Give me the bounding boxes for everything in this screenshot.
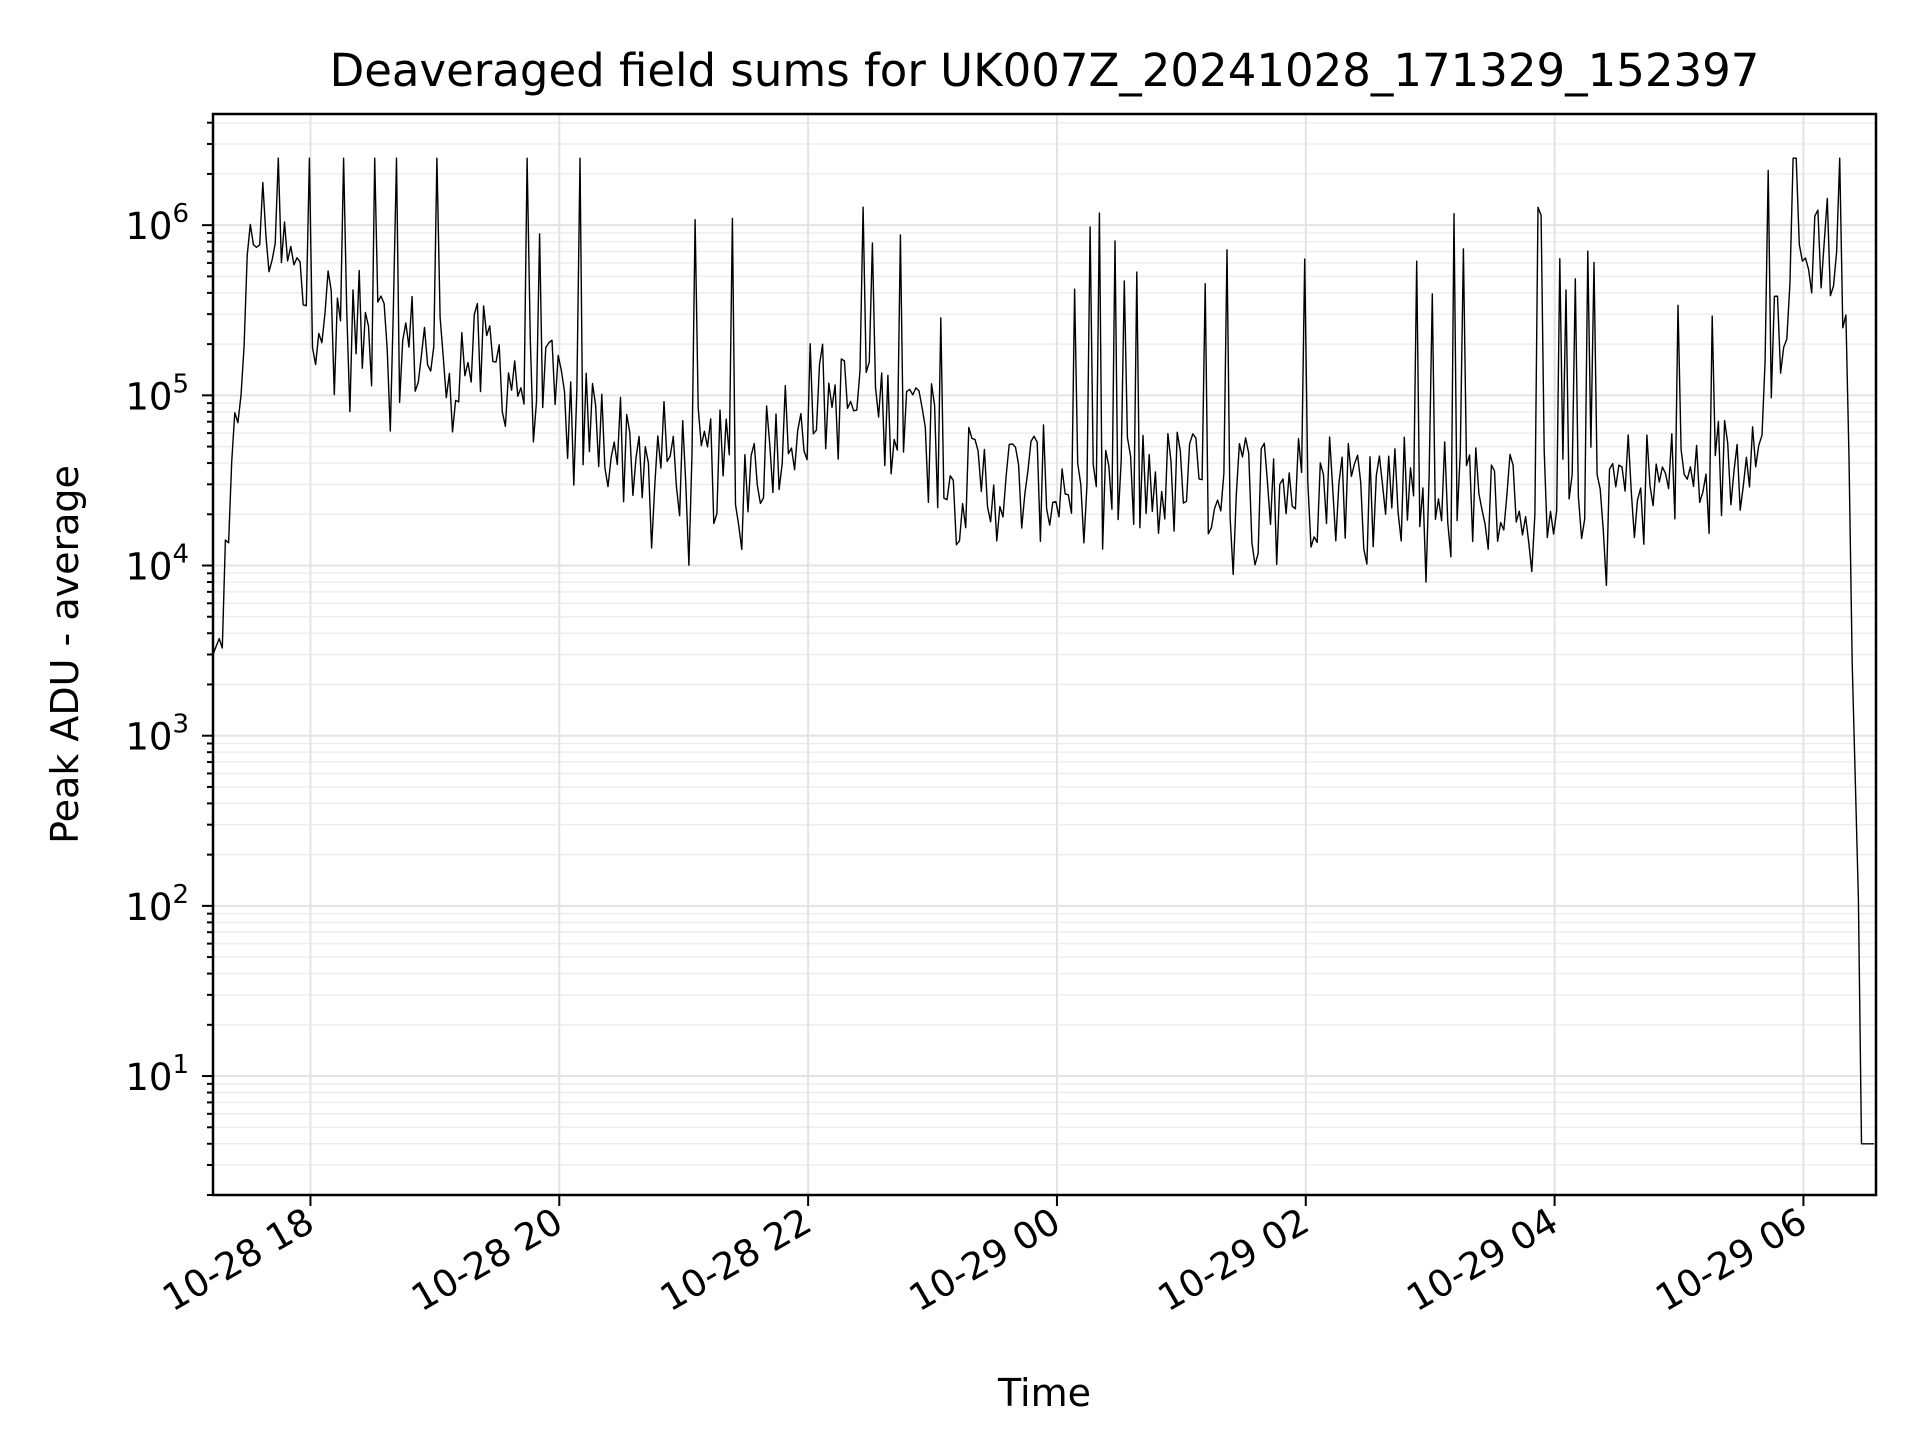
x-axis-label: Time — [997, 1371, 1091, 1415]
ticks — [202, 121, 1805, 1206]
y-tick-labels: 101 102 103 104 105 106 — [125, 199, 189, 1099]
series-line-0 — [212, 157, 1874, 1145]
y-tick-label: 106 — [125, 199, 189, 248]
y-tick-label: 102 — [125, 880, 189, 929]
y-axis-label: Peak ADU - average — [43, 465, 87, 844]
y-tick-label: 105 — [125, 369, 189, 418]
grid — [213, 114, 1876, 1196]
y-tick-label: 101 — [125, 1050, 189, 1099]
chart-title: Deaveraged field sums for UK007Z_2024102… — [330, 44, 1760, 97]
series-group — [212, 157, 1874, 1145]
y-tick-label: 103 — [125, 710, 189, 759]
y-tick-label: 104 — [125, 540, 189, 589]
